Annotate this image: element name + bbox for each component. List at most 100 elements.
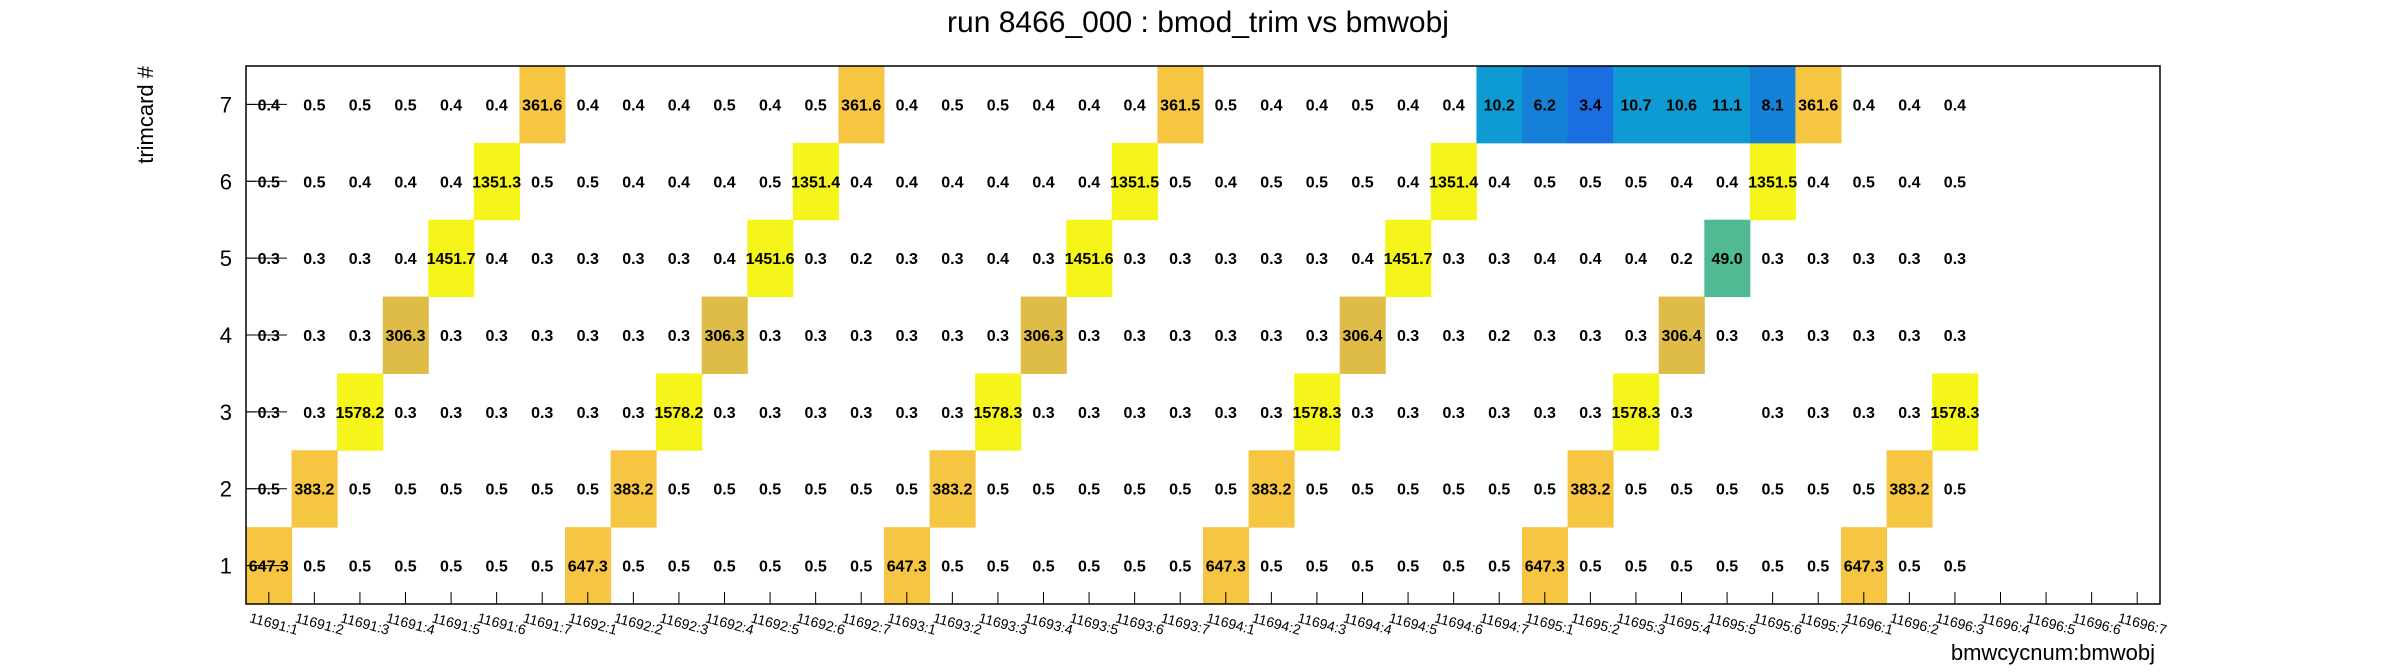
cell-value-label: 647.3 [249,559,289,576]
heatmap-cell [1020,296,1067,374]
cell-value-label: 0.3 [668,328,690,345]
cell-value-label: 0.4 [394,174,416,191]
cell-value-label: 0.3 [1898,328,1920,345]
heatmap-cell [428,219,475,298]
cell-value-label: 0.4 [1898,174,1920,191]
cell-value-label: 0.3 [1032,251,1054,268]
cell-value-label: 0.5 [1716,559,1738,576]
cell-value-label: 0.5 [577,174,599,191]
cell-value-label: 0.4 [1579,251,1601,268]
cell-value-label: 0.5 [1625,559,1647,576]
cell-value-label: 306.3 [1023,328,1063,345]
x-tick-label: 11693:2 [932,609,984,637]
heatmap-cell [1157,66,1204,144]
cell-value-label: 0.5 [349,559,371,576]
cell-value-label: 0.4 [486,251,508,268]
heatmap-cell [1613,373,1660,451]
cell-labels: 647.3 0.5 0.5 0.5 0.5 0.5 0.5 647.3 0.5 0.5 0.5 0.5… [246,97,1980,576]
x-tick-label: 11691:7 [521,609,573,637]
cell-value-label: 0.5 [896,482,918,499]
cell-value-label: 0.5 [1670,559,1692,576]
cell-value-label: 0.4 [1807,174,1829,191]
cell-value-label: 0.3 [1260,328,1282,345]
cell-value-label: 0.5 [1215,482,1237,499]
cell-value-label: 0.3 [850,328,872,345]
cell-value-label: 0.5 [1306,559,1328,576]
cell-value-label: 0.3 [1534,328,1556,345]
cell-value-label: 0.3 [1215,251,1237,268]
cell-value-label: 0.5 [531,482,553,499]
x-tick-label: 11694:4 [1342,609,1394,637]
cell-value-label: 0.4 [1078,174,1100,191]
x-tick-label: 11693:3 [977,609,1029,637]
heatmap-cell [1385,219,1432,298]
cell-value-label: 306.4 [1342,328,1382,345]
cell-value-label: 0.4 [1625,251,1647,268]
cell-value-label: 0.3 [258,251,280,268]
cell-value-label: 0.4 [1260,97,1282,114]
cell-value-label: 6.2 [1534,97,1556,114]
heatmap-cell [747,219,794,298]
cell-value-label: 0.5 [1124,559,1146,576]
cell-value-label: 0.5 [258,174,280,191]
x-tick-label: 11695:5 [1706,609,1758,637]
cell-value-label: 0.3 [1306,251,1328,268]
cell-value-label: 0.5 [805,482,827,499]
cell-value-label: 0.5 [258,482,280,499]
cell-value-label: 0.5 [1807,559,1829,576]
cell-value-label: 0.3 [987,328,1009,345]
cell-value-label: 0.3 [1579,405,1601,422]
cell-value-label: 0.3 [759,405,781,422]
cell-value-label: 0.4 [394,251,416,268]
cell-value-label: 0.5 [941,97,963,114]
heatmap-cell [1749,142,1796,221]
cell-value-label: 0.5 [1670,482,1692,499]
x-tick-label: 11691:4 [385,609,437,637]
cell-value-label: 0.5 [303,559,325,576]
x-tick-label: 11696:2 [1889,609,1941,637]
cell-value-label: 0.5 [850,559,872,576]
x-tick-label: 11691:2 [294,609,346,637]
cell-value-label: 0.3 [1534,405,1556,422]
cell-value-label: 0.5 [486,482,508,499]
cell-value-label: 0.3 [1443,405,1465,422]
heatmap-cell [1476,66,1523,144]
cell-value-label: 8.1 [1762,97,1784,114]
x-tick-label: 11695:4 [1661,609,1713,637]
cell-value-label: 0.5 [1534,174,1556,191]
heatmap-cell [1704,66,1751,144]
cell-value-label: 0.5 [1853,482,1875,499]
cell-value-label: 0.5 [531,174,553,191]
cell-value-label: 49.0 [1711,251,1742,268]
heatmap-cell [1841,527,1888,605]
cell-value-label: 0.5 [1898,559,1920,576]
cell-value-label: 1578.2 [335,405,384,422]
cell-value-label: 0.4 [1397,97,1419,114]
cell-value-label: 0.4 [713,174,735,191]
cell-value-label: 0.3 [1124,405,1146,422]
cell-value-label: 1451.6 [1065,251,1114,268]
cell-value-label: 0.4 [1534,251,1556,268]
cell-value-label: 0.4 [440,97,462,114]
cell-value-label: 0.3 [486,328,508,345]
cell-value-label: 0.4 [1124,97,1146,114]
cell-value-label: 361.5 [1160,97,1200,114]
cell-value-label: 0.5 [1351,97,1373,114]
cell-value-label: 0.3 [941,251,963,268]
heatmap-cell [382,296,429,374]
x-tick-label: 11695:2 [1570,609,1622,637]
y-tick-label: 2 [220,477,232,502]
heatmap-cell [1658,66,1705,144]
cell-value-label: 0.3 [1169,251,1191,268]
cell-value-label: 0.3 [805,328,827,345]
cell-value-label: 647.3 [1525,559,1565,576]
cell-value-label: 361.6 [1798,97,1838,114]
cell-value-label: 1578.3 [1611,405,1660,422]
cell-value-label: 383.2 [613,482,653,499]
cell-value-label: 0.3 [1944,328,1966,345]
cell-value-label: 0.5 [759,174,781,191]
x-tick-label: 11695:7 [1797,609,1849,637]
heatmap-cell [1203,527,1250,605]
cell-value-label: 0.5 [1762,559,1784,576]
cell-value-label: 0.4 [896,97,918,114]
